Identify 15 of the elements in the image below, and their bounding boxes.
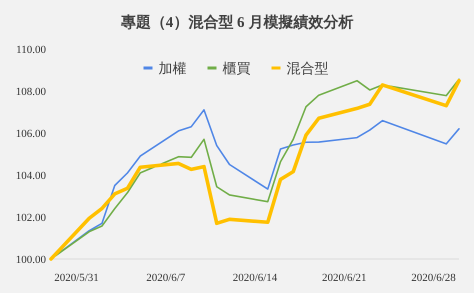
x-tick-label: 2020/6/7 <box>146 272 186 284</box>
y-tick-label: 100.00 <box>16 254 46 266</box>
legend-label: 櫃買 <box>222 61 250 77</box>
x-tick-label: 2020/5/31 <box>54 272 99 284</box>
y-tick-label: 110.00 <box>16 44 46 56</box>
y-tick-label: 106.00 <box>16 128 46 140</box>
x-tick-label: 2020/6/14 <box>232 272 278 284</box>
x-tick-label: 2020/6/21 <box>322 272 367 284</box>
legend-label: 混合型 <box>286 61 328 77</box>
legend-label: 加權 <box>158 61 186 77</box>
y-tick-label: 108.00 <box>16 86 46 98</box>
y-tick-label: 104.00 <box>16 170 46 182</box>
x-tick-label: 2020/6/28 <box>411 272 456 284</box>
title: 專題（4）混合型 6 月模擬績效分析 <box>120 15 354 31</box>
y-tick-label: 102.00 <box>16 212 46 224</box>
